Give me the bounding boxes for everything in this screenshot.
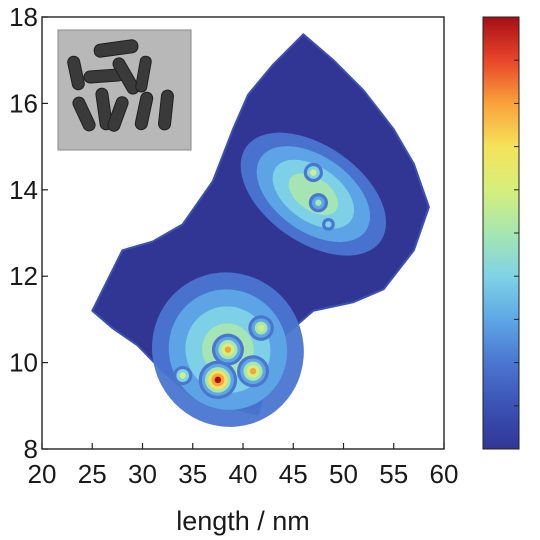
colorbar-ticks	[514, 59, 519, 407]
density-peak	[257, 324, 265, 332]
x-tick-label: 55	[379, 459, 408, 489]
x-tick-label: 50	[329, 459, 358, 489]
density-peak	[179, 372, 186, 379]
x-axis-label: length / nm	[176, 506, 310, 536]
x-tick-label: 45	[279, 459, 308, 489]
density-peak	[249, 368, 257, 375]
density-peak	[315, 199, 322, 206]
density-peak	[214, 376, 222, 384]
y-axis: 8 10 12 14 16 18	[9, 2, 48, 464]
colorbar	[482, 16, 520, 450]
y-tick-label: 18	[9, 2, 38, 32]
x-axis: 20 25 30 35 40 45 50 55 60	[28, 443, 459, 489]
nanorod-shapes	[67, 39, 174, 132]
colorbar-fill	[482, 16, 520, 450]
x-tick-label: 30	[128, 459, 157, 489]
y-tick-label: 10	[9, 348, 38, 378]
y-tick-label: 12	[9, 261, 38, 291]
density-peak	[310, 169, 317, 176]
x-tick-label: 60	[430, 459, 459, 489]
density-peak	[325, 221, 332, 228]
x-tick-label: 20	[28, 459, 57, 489]
y-tick-label: 14	[9, 175, 38, 205]
y-tick-label: 16	[9, 88, 38, 118]
x-tick-label: 25	[78, 459, 107, 489]
x-tick-label: 40	[229, 459, 258, 489]
heatmap-layer	[91, 33, 430, 427]
density-peak	[224, 346, 232, 353]
inset-micrograph	[57, 29, 192, 151]
x-tick-label: 35	[178, 459, 207, 489]
y-tick-label: 8	[24, 434, 38, 464]
